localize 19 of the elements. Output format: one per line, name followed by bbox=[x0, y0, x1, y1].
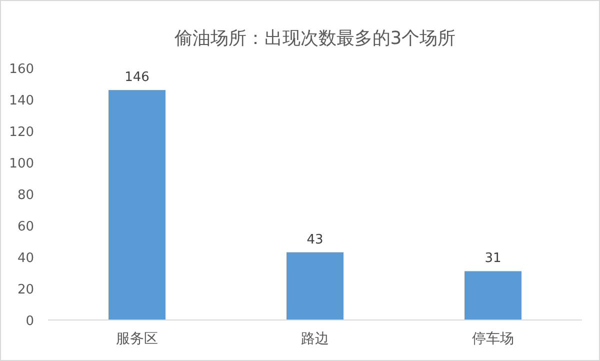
data-label: 31 bbox=[484, 251, 502, 266]
x-tick-label: 服务区 bbox=[116, 331, 158, 347]
bar bbox=[286, 252, 344, 320]
y-tick-label: 160 bbox=[9, 62, 34, 77]
y-tick-label: 60 bbox=[17, 220, 34, 234]
chart-title: 偷油场所：出现次数最多的3个场所 bbox=[174, 28, 456, 49]
y-tick-label: 40 bbox=[17, 251, 34, 266]
y-tick-label: 0 bbox=[26, 314, 34, 329]
y-tick-label: 100 bbox=[9, 156, 34, 172]
data-label: 43 bbox=[306, 232, 324, 248]
data-label: 146 bbox=[124, 70, 150, 86]
x-tick-label: 路边 bbox=[301, 331, 329, 347]
y-tick-label: 80 bbox=[17, 188, 34, 203]
x-tick-label: 停车场 bbox=[472, 331, 514, 347]
bar bbox=[464, 271, 522, 320]
y-tick-label: 140 bbox=[9, 94, 34, 108]
y-tick-label: 120 bbox=[9, 125, 34, 140]
bar bbox=[108, 90, 166, 320]
y-tick-label: 20 bbox=[17, 282, 34, 298]
